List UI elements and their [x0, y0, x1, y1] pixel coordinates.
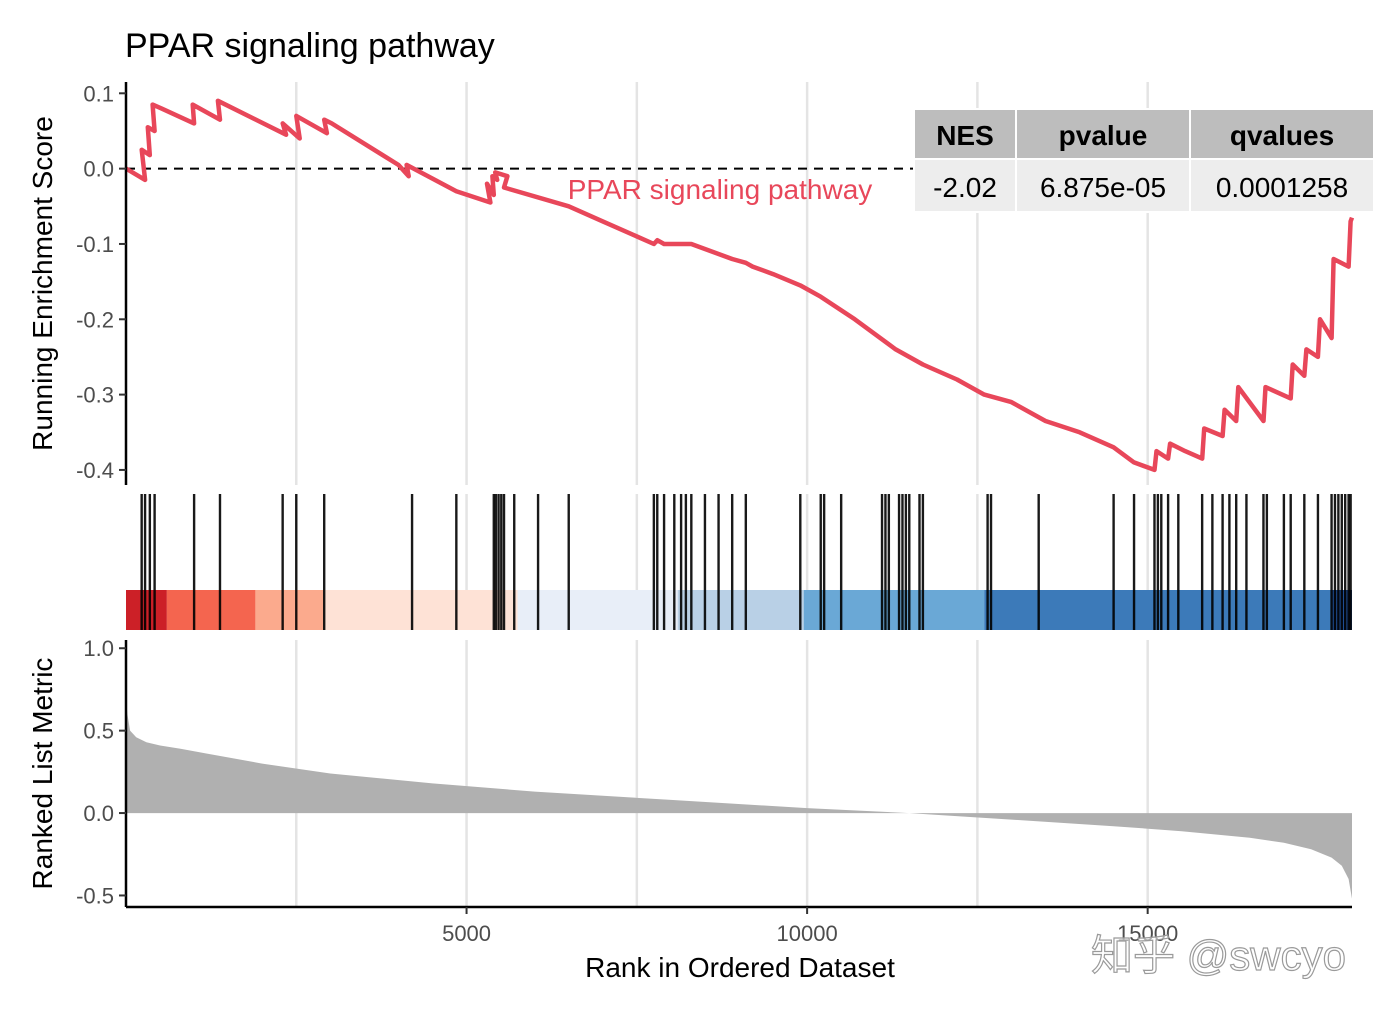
- metric-y-tick-label-2: 0.0: [83, 801, 114, 826]
- es-y-tick-label-5: -0.4: [76, 458, 114, 483]
- stats-value-cell-nes: [913, 158, 1017, 213]
- barcode-gridlines: [295, 494, 1149, 590]
- es-y-tick-label-2: -0.1: [76, 232, 114, 257]
- metric-x-tick-label-1: 10000: [777, 921, 838, 946]
- plot-title: PPAR signaling pathway: [125, 27, 495, 65]
- metric-y-axis: 1.0 0.5 0.0 -0.5: [76, 636, 128, 908]
- es-y-axis: 0.1 0.0 -0.1 -0.2 -0.3 -0.4: [76, 81, 128, 485]
- es-y-tick-label-3: -0.2: [76, 307, 114, 332]
- es-series-annotation: PPAR signaling pathway: [568, 174, 873, 205]
- metric-y-axis-label: Ranked List Metric: [27, 658, 58, 890]
- stats-table: NES pvalue qvalues -2.02 6.875e-05 0.000…: [913, 108, 1375, 213]
- stats-value-cell-pvalue: [1015, 158, 1191, 213]
- barcode-band-6: [803, 590, 985, 630]
- es-y-tick-label-0: 0.1: [83, 81, 114, 106]
- metric-area: [126, 697, 1352, 899]
- barcode-band-1: [166, 590, 256, 630]
- es-y-tick-label-4: -0.3: [76, 383, 114, 408]
- barcode-band-5: [677, 590, 804, 630]
- stats-header-qvalues: qvalues: [1230, 120, 1334, 151]
- metric-x-axis: 5000 10000 15000: [126, 905, 1352, 946]
- barcode-band-3: [323, 590, 518, 630]
- stats-value-qvalues: 0.0001258: [1216, 172, 1348, 203]
- metric-y-tick-label-1: 0.5: [83, 719, 114, 744]
- metric-gridlines: [295, 640, 1149, 907]
- es-running-score-line: [124, 98, 1355, 473]
- es-y-axis-label: Running Enrichment Score: [27, 116, 58, 451]
- barcode-band-4: [517, 590, 678, 630]
- barcode-gene-hits: [140, 494, 1352, 630]
- barcode-color-bands: [126, 590, 1352, 630]
- barcode-band-2: [255, 590, 324, 630]
- stats-header-nes: NES: [936, 120, 994, 151]
- stats-value-cell-qvalues: [1189, 158, 1375, 213]
- stats-header-cell-qvalues: [1189, 108, 1375, 160]
- stats-header-pvalue: pvalue: [1059, 120, 1148, 151]
- x-axis-label: Rank in Ordered Dataset: [585, 952, 895, 983]
- stats-value-pvalue: 6.875e-05: [1040, 172, 1166, 203]
- es-y-tick-label-1: 0.0: [83, 157, 114, 182]
- metric-y-tick-label-3: -0.5: [76, 883, 114, 908]
- watermark-text: 知乎 @swcyo: [1091, 932, 1346, 979]
- barcode-band-0: [126, 590, 167, 630]
- stats-header-cell-nes: [913, 108, 1017, 160]
- metric-x-tick-label-0: 5000: [442, 921, 491, 946]
- metric-y-tick-label-0: 1.0: [83, 636, 114, 661]
- stats-value-nes: -2.02: [933, 172, 997, 203]
- metric-x-tick-label-2: 15000: [1117, 921, 1178, 946]
